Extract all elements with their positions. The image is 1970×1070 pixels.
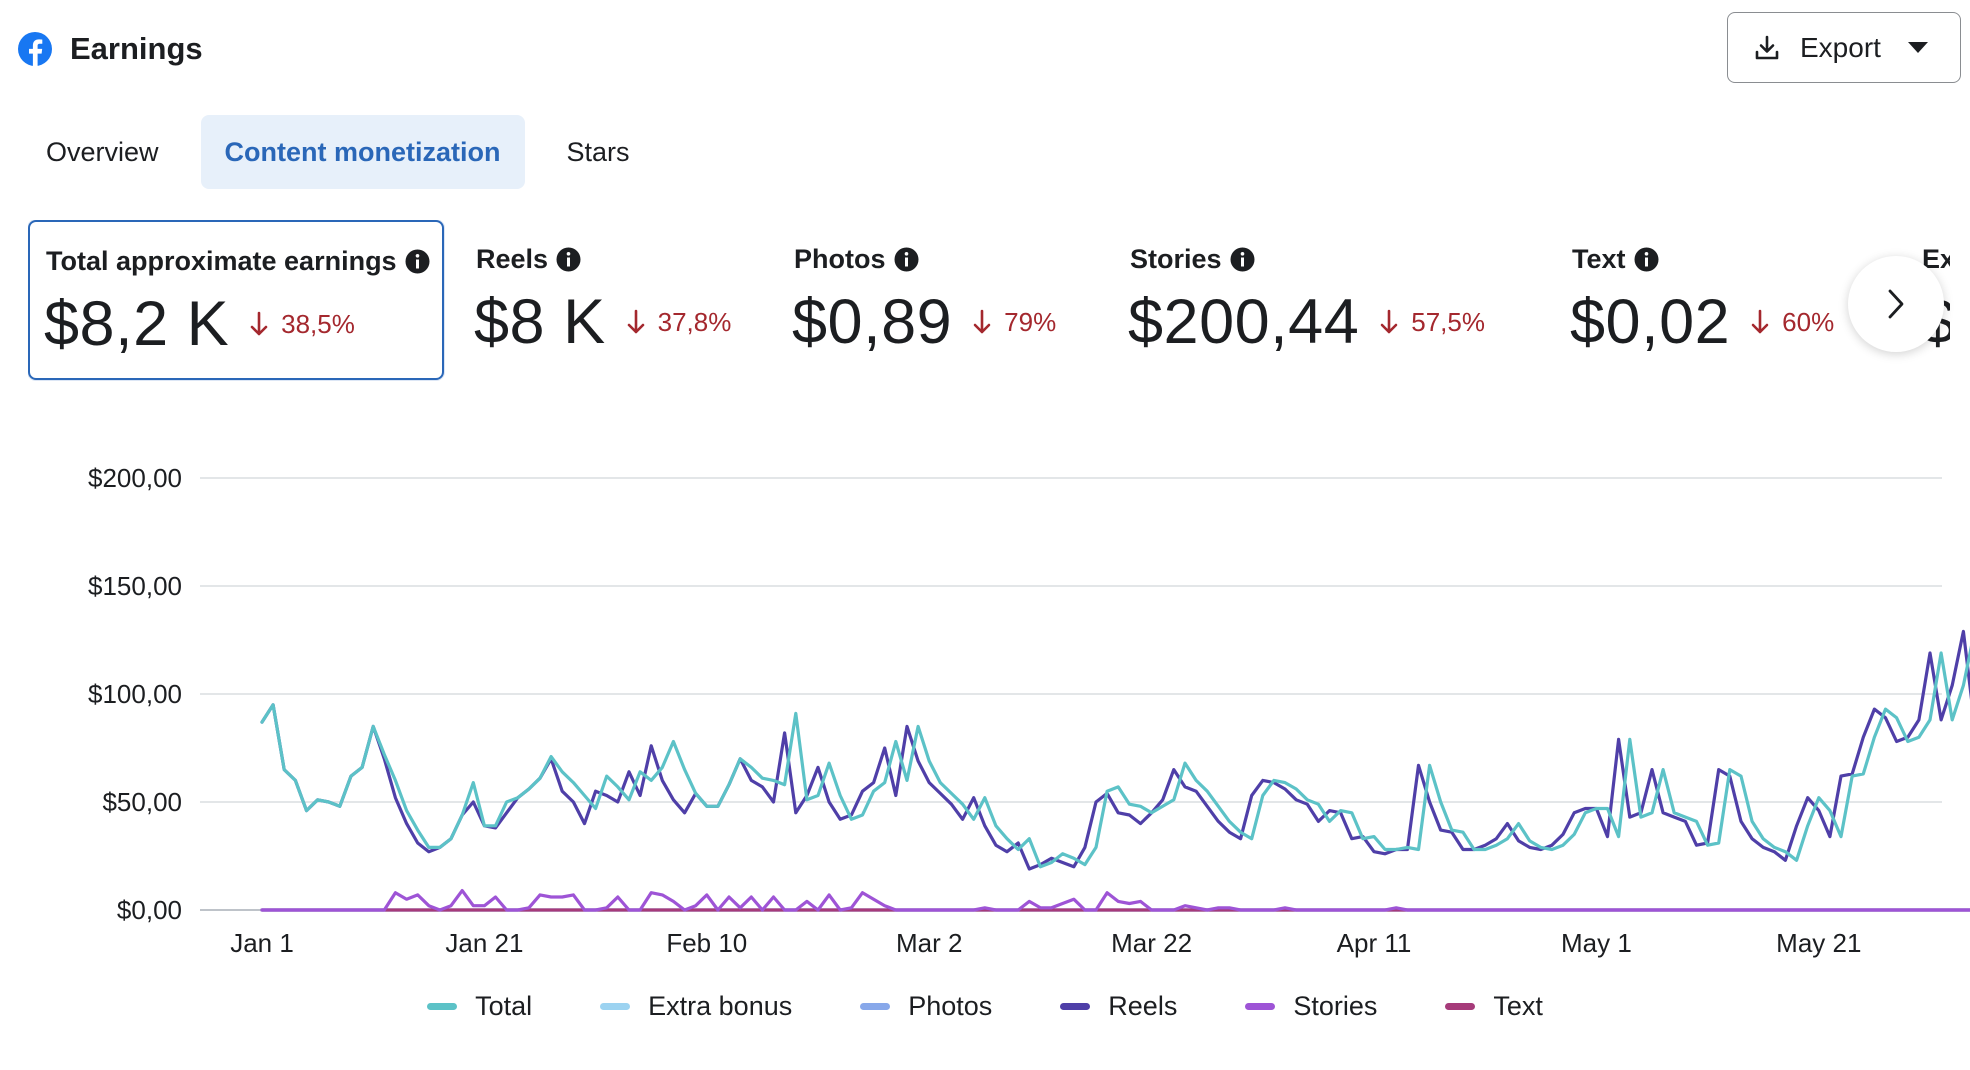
metric-change: 60% [1782,306,1835,337]
metric-value: $0,89 [792,287,953,357]
tab-stars[interactable]: Stars [566,136,630,167]
metric-title: Photos [794,244,886,274]
download-icon [1755,35,1779,59]
x-tick-label: Mar 2 [896,928,962,958]
x-tick-label: Jan 1 [230,928,294,958]
metric-value: $0,02 [1570,287,1731,357]
x-axis: Jan 1 Jan 21 Feb 10 Mar 2 Mar 22 Apr 11 May 1 M… [230,928,1861,958]
y-tick-label: $150,00 [88,571,182,601]
y-tick-label: $0,00 [117,895,182,925]
metric-title: Reels [476,244,549,274]
legend-item-reels[interactable]: Reels [1060,991,1177,1022]
legend-swatch [860,1002,891,1010]
metric-value: $8,2 K [44,289,230,359]
facebook-logo-icon [18,32,52,66]
x-tick-label: Apr 11 [1337,928,1412,958]
metric-card-total[interactable]: Total approximate earnings $8,2 K 38,5% [28,220,444,380]
page-title: Earnings [70,31,203,66]
legend-label: Extra bonus [648,990,793,1021]
series-line-reels[interactable] [260,493,1970,871]
arrow-down-icon [627,309,644,334]
legend-swatch [600,1002,631,1010]
chart-legend: Total Extra bonus Photos Reels Stories Text [0,986,1970,1026]
legend-item-photos[interactable]: Photos [860,991,992,1022]
tab-bar: Overview Content monetization Stars [22,115,672,189]
legend-swatch [1060,1002,1091,1010]
export-button[interactable]: Export [1727,12,1961,83]
x-tick-label: Feb 10 [666,928,747,958]
legend-swatch [1245,1002,1276,1010]
legend-swatch [1445,1002,1476,1010]
metric-card-photos[interactable]: Photos $0,89 79% [778,220,1098,380]
metric-value: $8 K [474,287,606,357]
legend-label: Stories [1293,990,1378,1021]
metric-title: Text [1572,244,1626,274]
series [260,493,1970,912]
metric-change: 37,8% [657,306,732,337]
grid [200,477,1942,911]
chevron-right-icon [1888,289,1904,319]
info-icon[interactable] [405,249,430,274]
y-tick-label: $50,00 [102,787,182,817]
info-icon[interactable] [1634,247,1659,272]
arrow-down-icon [1751,309,1769,334]
page-header: Earnings [18,24,203,74]
legend-item-extra-bonus[interactable]: Extra bonus [600,991,792,1022]
legend-item-text[interactable]: Text [1445,991,1543,1022]
arrow-down-icon [1380,309,1398,334]
arrow-down-icon [250,311,268,336]
series-line-total[interactable] [260,493,1970,869]
metric-card-text[interactable]: Text $0,02 60% [1556,220,1876,380]
legend-label: Total [475,990,533,1021]
metric-change: 38,5% [281,308,355,339]
metric-change: 79% [1004,306,1057,337]
metric-title: Total approximate earnings [46,246,397,276]
info-icon[interactable] [1230,247,1255,272]
info-icon[interactable] [556,247,581,272]
x-tick-label: Jan 21 [445,928,523,958]
legend-label: Text [1493,990,1543,1021]
x-tick-label: May 1 [1561,928,1632,958]
y-tick-label: $200,00 [88,463,182,493]
metric-cards: Total approximate earnings $8,2 K 38,5% … [28,220,1950,382]
next-metrics-button[interactable] [1848,256,1944,352]
earnings-line-chart: $0,00$50,00$100,00$150,00$200,00 Jan 1 Ja… [88,463,1970,958]
series-line-stories[interactable] [260,889,1970,912]
legend-label: Photos [908,990,993,1021]
y-axis: $0,00 $50,00 $100,00 $150,00 $200,00 [88,463,182,925]
metric-value: $200,44 [1128,287,1360,357]
legend-label: Reels [1108,990,1178,1021]
caret-down-icon [1907,41,1928,53]
legend-swatch [427,1002,458,1010]
metric-card-stories[interactable]: Stories $200,44 57,5% [1114,220,1534,380]
legend-item-total[interactable]: Total [427,991,532,1022]
x-tick-label: May 21 [1776,928,1861,958]
metric-card-reels[interactable]: Reels $8 K 37,8% [460,220,760,380]
metric-title: Stories [1130,244,1222,274]
x-tick-label: Mar 22 [1111,928,1192,958]
arrow-down-icon [973,309,991,334]
y-tick-label: $100,00 [88,679,182,709]
export-label: Export [1800,31,1881,63]
info-icon[interactable] [894,247,919,272]
tab-overview[interactable]: Overview [46,136,159,167]
legend-item-stories[interactable]: Stories [1245,991,1377,1022]
metric-change: 57,5% [1411,306,1485,337]
tab-content-monetization[interactable]: Content monetization [200,115,525,189]
